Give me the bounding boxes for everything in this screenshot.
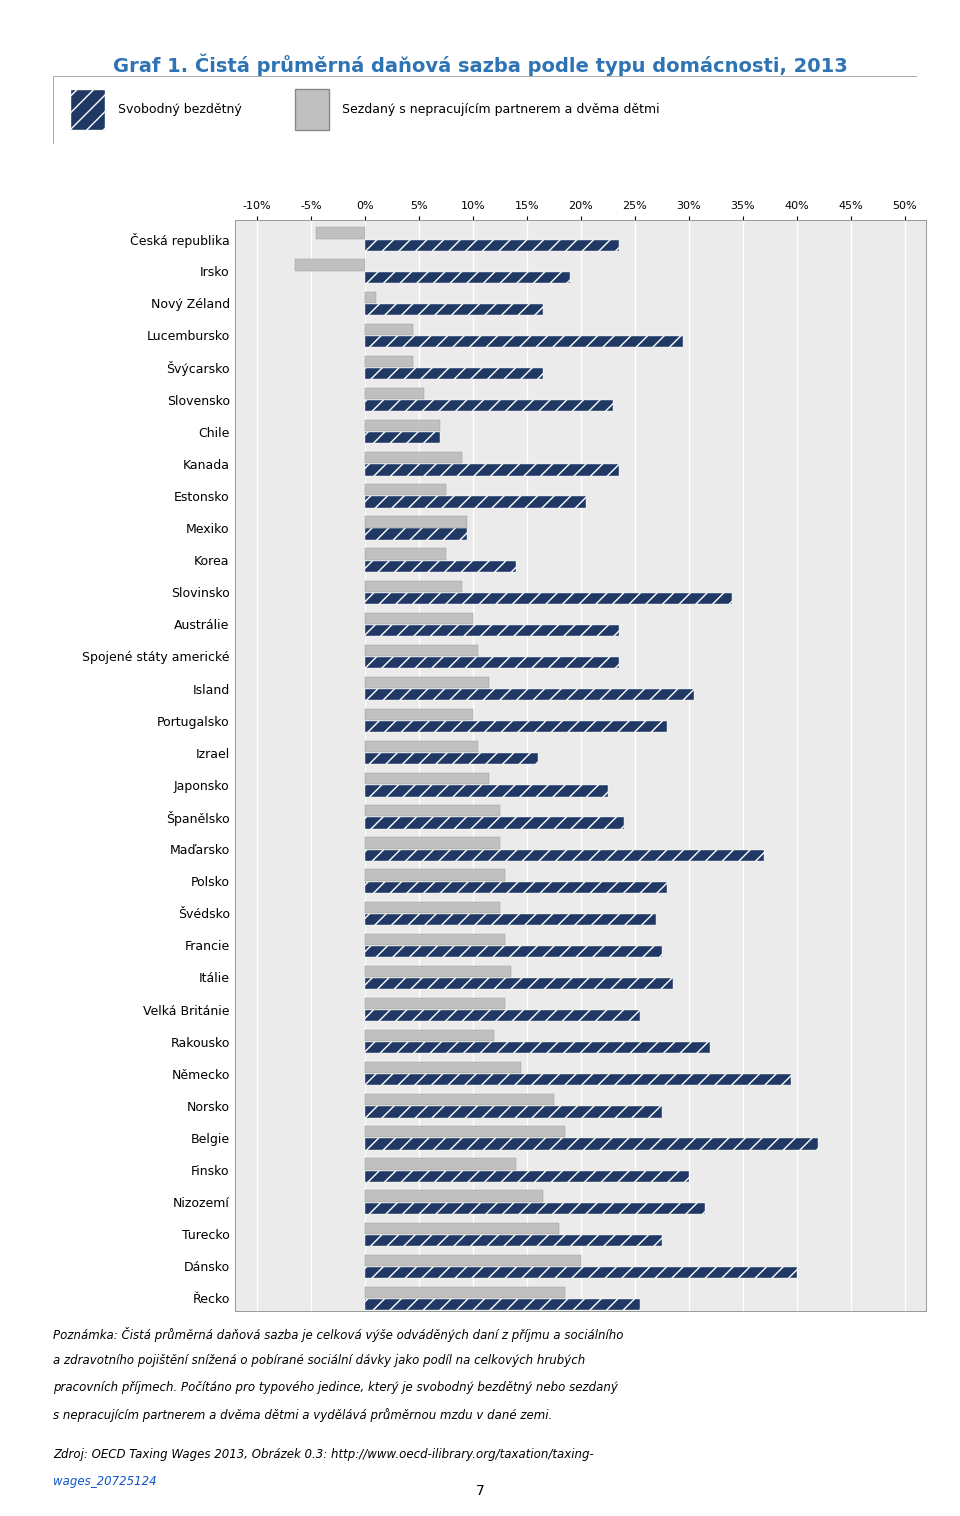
Bar	[365, 644, 478, 656]
Bar	[365, 612, 472, 625]
Bar	[365, 1234, 661, 1246]
Text: 7: 7	[475, 1484, 485, 1498]
Bar	[365, 337, 684, 347]
Bar	[365, 420, 441, 431]
Bar	[365, 1170, 688, 1182]
Bar	[365, 484, 445, 496]
Bar	[365, 432, 441, 443]
Bar	[365, 849, 764, 861]
Text: s nepracujícím partnerem a dvěma dětmi a vydělává průměrnou mzdu v dané zemi.: s nepracujícím partnerem a dvěma dětmi a…	[53, 1408, 552, 1422]
Bar	[365, 517, 468, 528]
Bar	[365, 966, 511, 976]
Bar	[365, 946, 661, 957]
Bar	[365, 753, 538, 764]
Bar	[365, 1063, 521, 1073]
Bar	[365, 1126, 564, 1137]
FancyBboxPatch shape	[70, 89, 105, 130]
Bar	[365, 388, 424, 399]
Text: wages_20725124: wages_20725124	[53, 1475, 156, 1489]
Bar	[365, 1222, 559, 1234]
Bar	[316, 227, 365, 238]
Bar	[365, 1029, 494, 1041]
Bar	[365, 240, 618, 250]
Bar	[365, 773, 489, 784]
Bar	[365, 271, 570, 283]
Bar	[365, 1255, 581, 1266]
Bar	[365, 656, 618, 669]
Bar	[365, 324, 414, 335]
Bar	[365, 1139, 818, 1149]
Bar	[365, 1158, 516, 1170]
Bar	[365, 496, 587, 508]
Bar	[365, 1107, 661, 1117]
Bar	[365, 837, 500, 849]
Bar	[365, 1095, 554, 1105]
Bar	[365, 303, 543, 315]
Bar	[365, 1267, 797, 1278]
Bar	[365, 934, 505, 944]
Bar	[365, 529, 468, 540]
FancyBboxPatch shape	[53, 76, 917, 144]
Bar	[365, 291, 375, 303]
Text: Poznámka: Čistá průměrná daňová sazba je celková výše odváděných daní z příjmu a: Poznámka: Čistá průměrná daňová sazba je…	[53, 1326, 623, 1342]
Bar	[365, 452, 462, 464]
Bar	[365, 870, 505, 881]
Bar	[365, 1190, 543, 1202]
Bar	[365, 1202, 705, 1214]
Bar	[365, 400, 613, 411]
Bar	[365, 561, 516, 572]
Bar	[365, 978, 673, 988]
Bar	[365, 464, 618, 476]
Bar	[365, 709, 472, 720]
Text: a zdravotního pojištění snížená o pobírané sociální dávky jako podíl na celkovýc: a zdravotního pojištění snížená o pobíra…	[53, 1354, 585, 1367]
Bar	[365, 785, 608, 796]
Text: Zdroj: OECD Taxing Wages 2013, Obrázek 0.3: http://www.oecd-ilibrary.org/taxatio: Zdroj: OECD Taxing Wages 2013, Obrázek 0…	[53, 1448, 593, 1461]
Text: Sezdaný s nepracujícím partnerem a dvěma dětmi: Sezdaný s nepracujícím partnerem a dvěma…	[343, 103, 660, 117]
Bar	[365, 549, 445, 559]
Bar	[365, 1299, 640, 1310]
Bar	[365, 625, 618, 637]
Bar	[365, 356, 414, 367]
Text: Graf 1. Čistá průměrná daňová sazba podle typu domácnosti, 2013: Graf 1. Čistá průměrná daňová sazba podl…	[112, 53, 848, 76]
Bar	[365, 368, 543, 379]
Text: pracovních příjmech. Počítáno pro typového jedince, který je svobodný bezdětný n: pracovních příjmech. Počítáno pro typové…	[53, 1381, 617, 1395]
Bar	[295, 259, 365, 271]
Bar	[365, 882, 667, 893]
Bar	[365, 1075, 791, 1085]
Bar	[365, 914, 657, 925]
Bar	[365, 1010, 640, 1022]
Bar	[365, 998, 505, 1010]
Bar	[365, 902, 500, 913]
Bar	[365, 581, 462, 591]
Bar	[365, 741, 478, 752]
Bar	[365, 688, 694, 700]
FancyBboxPatch shape	[295, 89, 329, 130]
Bar	[365, 1041, 710, 1054]
Text: Svobodný bezdětný: Svobodný bezdětný	[118, 103, 241, 117]
Bar	[365, 722, 667, 732]
Bar	[365, 676, 489, 688]
Bar	[365, 593, 732, 603]
Bar	[365, 1287, 564, 1298]
Bar	[365, 817, 624, 829]
Bar	[365, 805, 500, 817]
